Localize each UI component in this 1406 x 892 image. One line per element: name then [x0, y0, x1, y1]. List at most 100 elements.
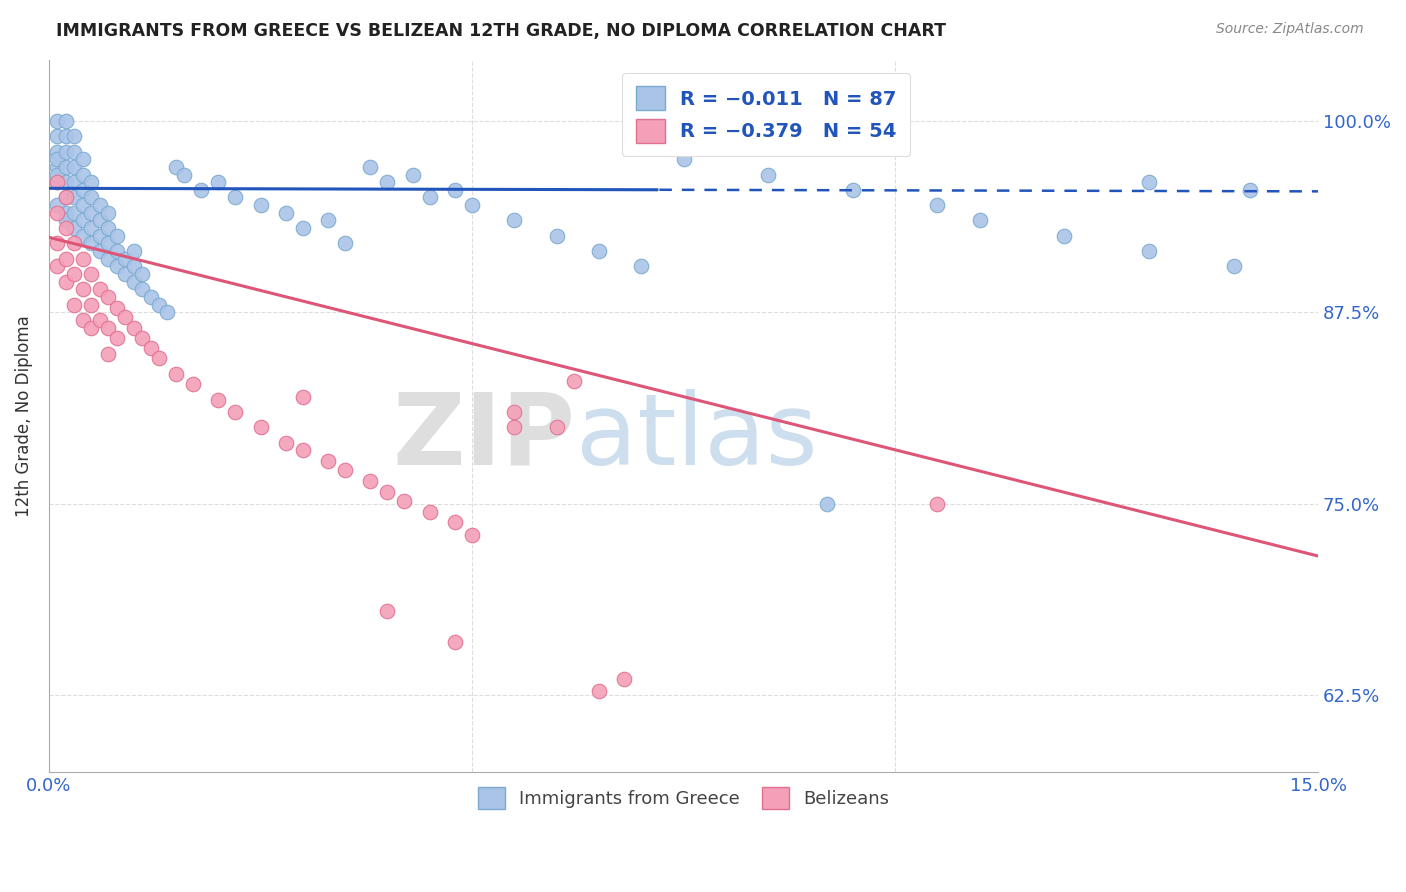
- Point: [105, 228, 128, 243]
- Point: [72, 183, 94, 197]
- Point: [55, 114, 77, 128]
- Point: [89, 213, 111, 227]
- Point: [562, 375, 585, 389]
- Point: [927, 497, 949, 511]
- Point: [46, 114, 69, 128]
- Point: [588, 244, 610, 259]
- Point: [63, 236, 86, 251]
- Point: [80, 221, 103, 235]
- Legend: Immigrants from Greece, Belizeans: Immigrants from Greece, Belizeans: [471, 780, 897, 816]
- Point: [815, 497, 838, 511]
- Point: [588, 684, 610, 698]
- Point: [274, 435, 297, 450]
- Point: [105, 244, 128, 259]
- Point: [224, 190, 246, 204]
- Point: [316, 454, 339, 468]
- Point: [156, 305, 179, 319]
- Point: [122, 244, 145, 259]
- Point: [63, 160, 86, 174]
- Point: [46, 260, 69, 274]
- Point: [55, 221, 77, 235]
- Point: [630, 260, 652, 274]
- Point: [72, 168, 94, 182]
- Point: [503, 213, 526, 227]
- Point: [72, 213, 94, 227]
- Point: [89, 228, 111, 243]
- Point: [613, 672, 636, 686]
- Point: [46, 198, 69, 212]
- Point: [207, 392, 229, 407]
- Point: [207, 175, 229, 189]
- Point: [63, 145, 86, 159]
- Text: ZIP: ZIP: [392, 389, 575, 486]
- Point: [97, 252, 120, 266]
- Point: [46, 236, 69, 251]
- Point: [969, 213, 991, 227]
- Point: [80, 320, 103, 334]
- Point: [55, 190, 77, 204]
- Point: [55, 206, 77, 220]
- Point: [80, 298, 103, 312]
- Point: [377, 604, 399, 618]
- Point: [546, 228, 568, 243]
- Point: [46, 160, 69, 174]
- Point: [63, 190, 86, 204]
- Point: [377, 175, 399, 189]
- Point: [63, 206, 86, 220]
- Point: [333, 463, 356, 477]
- Point: [46, 206, 69, 220]
- Point: [1137, 244, 1160, 259]
- Point: [72, 252, 94, 266]
- Point: [756, 168, 779, 182]
- Point: [72, 228, 94, 243]
- Point: [1137, 175, 1160, 189]
- Point: [139, 290, 162, 304]
- Point: [181, 377, 204, 392]
- Point: [55, 252, 77, 266]
- Point: [131, 282, 153, 296]
- Point: [503, 420, 526, 434]
- Point: [333, 236, 356, 251]
- Point: [1239, 183, 1261, 197]
- Point: [105, 331, 128, 345]
- Point: [97, 290, 120, 304]
- Point: [80, 175, 103, 189]
- Point: [63, 129, 86, 144]
- Point: [165, 367, 187, 381]
- Point: [842, 183, 865, 197]
- Point: [80, 236, 103, 251]
- Point: [105, 260, 128, 274]
- Point: [89, 198, 111, 212]
- Point: [114, 310, 136, 324]
- Point: [105, 301, 128, 315]
- Point: [360, 160, 382, 174]
- Point: [89, 244, 111, 259]
- Point: [394, 494, 416, 508]
- Point: [89, 282, 111, 296]
- Point: [46, 168, 69, 182]
- Point: [291, 390, 314, 404]
- Point: [63, 221, 86, 235]
- Point: [131, 331, 153, 345]
- Point: [173, 168, 195, 182]
- Point: [122, 320, 145, 334]
- Point: [55, 129, 77, 144]
- Point: [444, 183, 467, 197]
- Point: [461, 198, 484, 212]
- Point: [927, 198, 949, 212]
- Point: [46, 145, 69, 159]
- Point: [72, 313, 94, 327]
- Point: [224, 405, 246, 419]
- Point: [97, 221, 120, 235]
- Point: [46, 175, 69, 189]
- Point: [249, 420, 271, 434]
- Point: [249, 198, 271, 212]
- Point: [80, 267, 103, 281]
- Text: Source: ZipAtlas.com: Source: ZipAtlas.com: [1216, 22, 1364, 37]
- Text: IMMIGRANTS FROM GREECE VS BELIZEAN 12TH GRADE, NO DIPLOMA CORRELATION CHART: IMMIGRANTS FROM GREECE VS BELIZEAN 12TH …: [56, 22, 946, 40]
- Point: [72, 198, 94, 212]
- Point: [55, 275, 77, 289]
- Point: [46, 129, 69, 144]
- Point: [114, 267, 136, 281]
- Point: [148, 298, 170, 312]
